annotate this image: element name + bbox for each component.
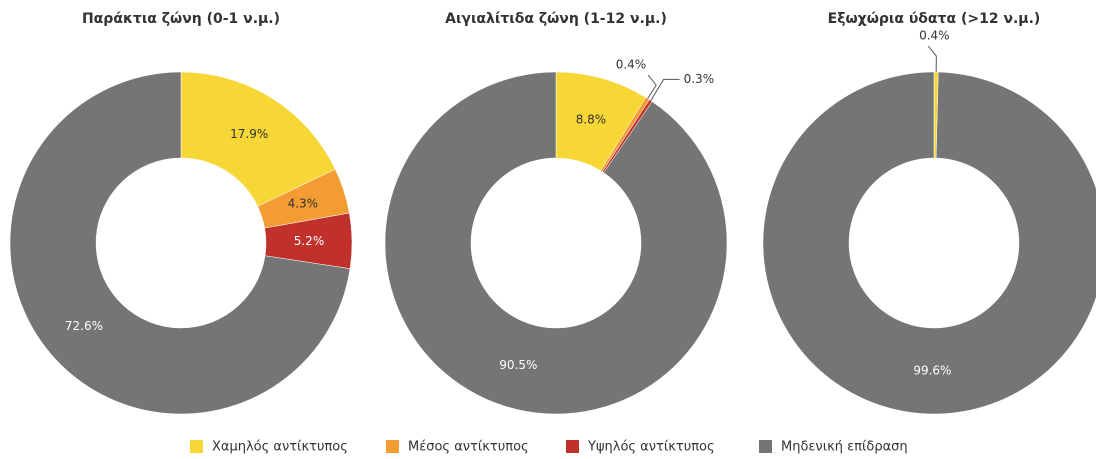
- chart-title: Αιγιαλίτιδα ζώνη (1-12 ν.μ.): [445, 11, 667, 27]
- value-label: 90.5%: [499, 358, 537, 372]
- value-label: 99.6%: [913, 363, 951, 377]
- value-label: 5.2%: [294, 234, 325, 248]
- legend-label: Μηδενική επίδραση: [781, 440, 908, 455]
- value-label: 0.4%: [919, 29, 950, 43]
- value-label: 8.8%: [576, 112, 607, 126]
- leader-line: [650, 78, 680, 101]
- leader-line: [647, 74, 657, 99]
- legend-label: Χαμηλός αντίκτυπος: [212, 440, 348, 455]
- legend-label: Μέσος αντίκτυπος: [408, 440, 529, 455]
- legend-label: Υψηλός αντίκτυπος: [587, 440, 715, 455]
- legend-swatch: [759, 440, 772, 453]
- pie-slice: [9, 71, 351, 415]
- value-label: 0.3%: [684, 72, 715, 86]
- value-label: 0.4%: [616, 58, 647, 72]
- value-label: 17.9%: [230, 127, 268, 141]
- chart-title: Παράκτια ζώνη (0-1 ν.μ.): [82, 11, 280, 27]
- chart-title: Εξωχώρια ύδατα (>12 ν.μ.): [828, 11, 1041, 27]
- legend-swatch: [190, 440, 203, 453]
- value-label: 4.3%: [288, 196, 319, 210]
- pie-slice: [180, 71, 336, 207]
- value-label: 72.6%: [65, 319, 103, 333]
- pie-slice: [762, 71, 1096, 415]
- legend-swatch: [566, 440, 579, 453]
- leader-line: [927, 45, 937, 73]
- pie-slice: [384, 71, 728, 415]
- legend-swatch: [386, 440, 399, 453]
